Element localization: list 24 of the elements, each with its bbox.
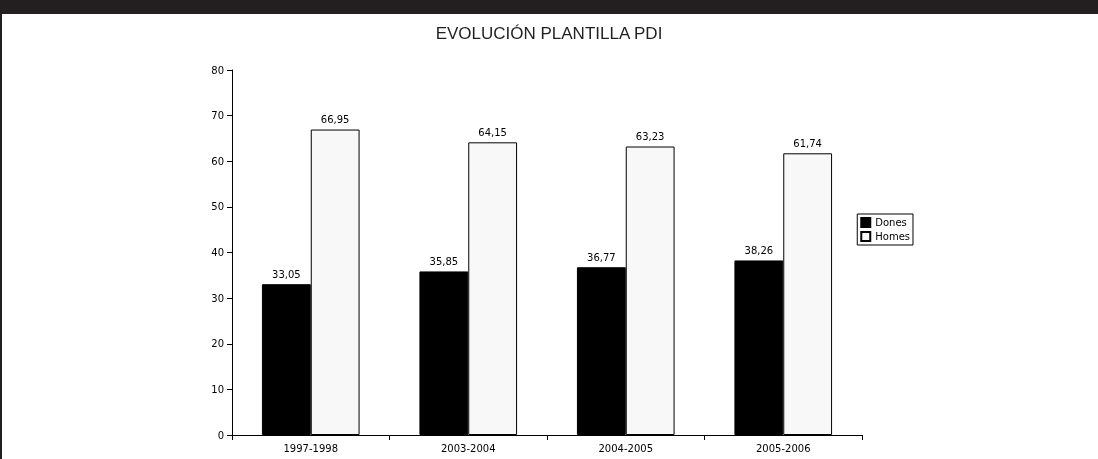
y-tick-label: 20 bbox=[211, 338, 224, 350]
text: 33,05 bbox=[272, 268, 301, 280]
x-tick-label: 2003-2004 bbox=[440, 442, 496, 454]
text: 35,85 bbox=[429, 255, 459, 267]
y-tick-label: 10 bbox=[211, 383, 224, 395]
y-tick-label: 30 bbox=[211, 292, 224, 304]
text: 66,95 bbox=[320, 114, 350, 126]
text: 63,23 bbox=[635, 131, 665, 143]
text: 36,77 bbox=[587, 251, 616, 263]
x-tick-label: 2004-2005 bbox=[598, 442, 654, 454]
y-tick-label: 70 bbox=[211, 110, 224, 122]
text: 61,74 bbox=[793, 137, 822, 149]
y-tick-label: 80 bbox=[211, 64, 224, 76]
legend-label: Dones bbox=[875, 217, 907, 228]
x-tick-label: 1997-1998 bbox=[283, 442, 339, 454]
chart-title: EVOLUCIÓN PLANTILLA PDI bbox=[435, 24, 663, 43]
y-tick-label: 50 bbox=[211, 201, 224, 213]
legend-label: Homes bbox=[875, 231, 911, 242]
text: 64,15 bbox=[478, 126, 507, 138]
x-tick-label: 2005-2006 bbox=[755, 442, 811, 454]
text: 38,26 bbox=[744, 244, 774, 256]
y-tick-label: 60 bbox=[211, 155, 224, 167]
y-tick-label: 40 bbox=[211, 247, 224, 258]
y-tick-label: 0 bbox=[217, 429, 224, 441]
